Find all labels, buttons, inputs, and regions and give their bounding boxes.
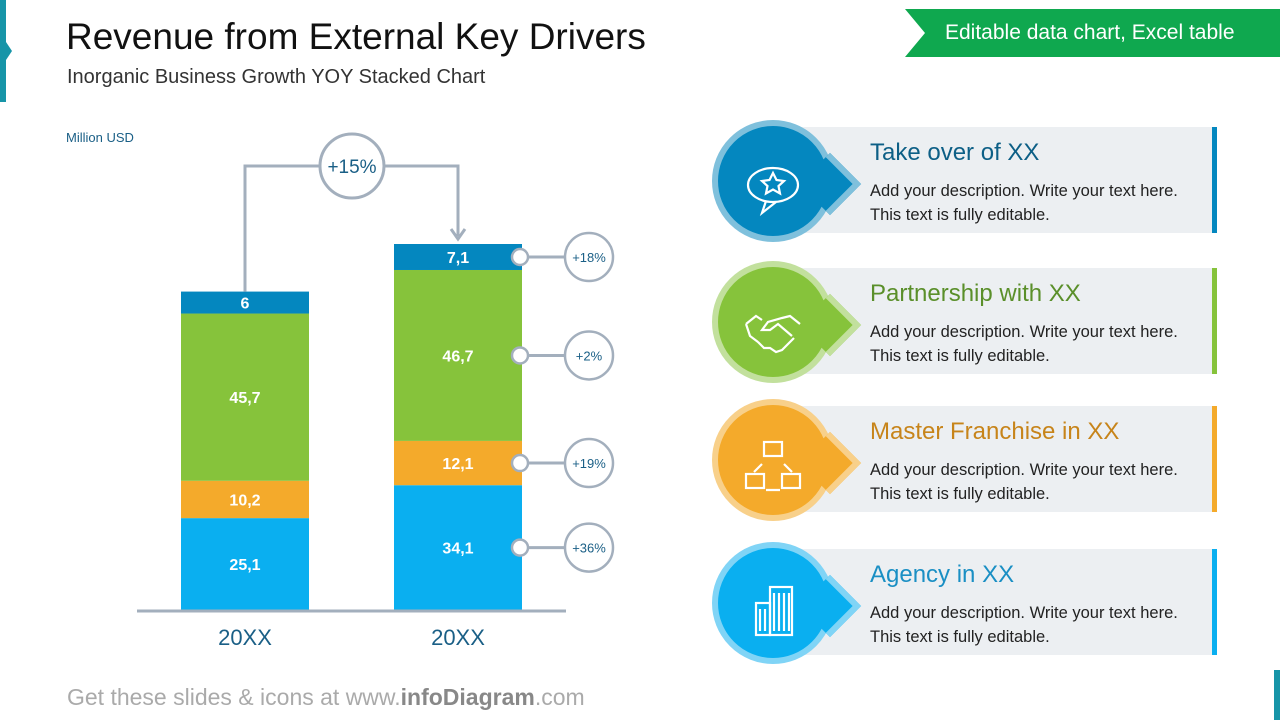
growth-marker [510, 346, 530, 365]
data-label: 6 [241, 296, 250, 313]
growth-bubble [563, 437, 615, 489]
arrow-head-icon [449, 228, 467, 242]
y-unit-label: Million USD [66, 130, 134, 145]
bar-segment [181, 518, 309, 610]
handshake-icon [744, 314, 801, 354]
growth-label: +18% [572, 250, 606, 265]
bar-segment [181, 313, 309, 481]
growth-marker [510, 538, 530, 557]
editable-badge: Editable data chart, Excel table [905, 9, 1280, 57]
card-pin [712, 261, 834, 383]
driver-card: Partnership with XX Add your description… [712, 261, 1218, 383]
data-label: 25,1 [229, 557, 260, 574]
card-title: Partnership with XX [870, 280, 1081, 307]
footer-brand: infoDiagram [400, 684, 535, 710]
bar-segment [181, 480, 309, 519]
x-tick-label: 20XX [218, 625, 272, 650]
growth-label: +2% [576, 348, 603, 363]
driver-card: Agency in XX Add your description. Write… [712, 542, 1218, 664]
data-label: 12,1 [442, 456, 473, 473]
card-accent-bar [1212, 549, 1217, 655]
footer-prefix: Get these slides & icons at www. [67, 684, 401, 710]
total-growth-connector [384, 164, 460, 236]
card-title: Take over of XX [870, 139, 1040, 166]
card-title: Master Franchise in XX [870, 418, 1120, 445]
footer-suffix: .com [534, 684, 585, 710]
total-growth-bubble [318, 132, 386, 200]
card-description: Add your description. Write your text he… [870, 461, 1178, 503]
card-accent-bar [1212, 406, 1217, 512]
corner-accent [1274, 670, 1280, 720]
footer: Get these slides & icons at www.infoDiag… [67, 684, 585, 711]
speech-bubble-star-icon [746, 166, 800, 217]
card-description: Add your description. Write your text he… [870, 604, 1178, 646]
card-pin [712, 120, 834, 242]
growth-label: +36% [572, 541, 606, 556]
bar-segment [394, 485, 522, 610]
growth-marker [510, 247, 530, 267]
card-accent-bar [1212, 127, 1217, 233]
bar-segment [394, 440, 522, 486]
bar-segment [394, 244, 522, 270]
stacked-bar-chart: 25,1 10,2 45,7 6 20XX 34,1 +36% 12,1 +19% 46,7 +2%… [137, 132, 615, 650]
bar-segment [394, 269, 522, 441]
card-description: Add your description. Write your text he… [870, 182, 1178, 224]
card-description: Add your description. Write your text he… [870, 323, 1178, 365]
data-label: 34,1 [442, 541, 473, 558]
driver-card: Take over of XX Add your description. Wr… [712, 120, 1218, 242]
bar-segment [181, 291, 309, 314]
growth-bubble [563, 522, 615, 573]
card-pin [712, 399, 834, 521]
data-label: 7,1 [447, 250, 469, 267]
page-subtitle: Inorganic Business Growth YOY Stacked Ch… [67, 66, 486, 88]
total-growth-connector [243, 164, 320, 292]
office-building-icon [754, 585, 794, 637]
growth-bubble [563, 231, 615, 283]
growth-marker [510, 453, 530, 473]
growth-bubble [563, 330, 615, 381]
page-title: Revenue from External Key Drivers [66, 16, 646, 57]
data-label: 10,2 [229, 492, 260, 509]
data-label: 45,7 [229, 390, 260, 407]
card-accent-bar [1212, 268, 1217, 374]
driver-card: Master Franchise in XX Add your descript… [712, 399, 1218, 521]
left-accent [0, 0, 12, 102]
card-title: Agency in XX [870, 561, 1015, 588]
total-growth-label: +15% [327, 157, 376, 178]
x-tick-label: 20XX [431, 625, 485, 650]
data-label: 46,7 [442, 348, 473, 365]
growth-label: +19% [572, 456, 606, 471]
franchise-shops-icon [744, 440, 802, 492]
